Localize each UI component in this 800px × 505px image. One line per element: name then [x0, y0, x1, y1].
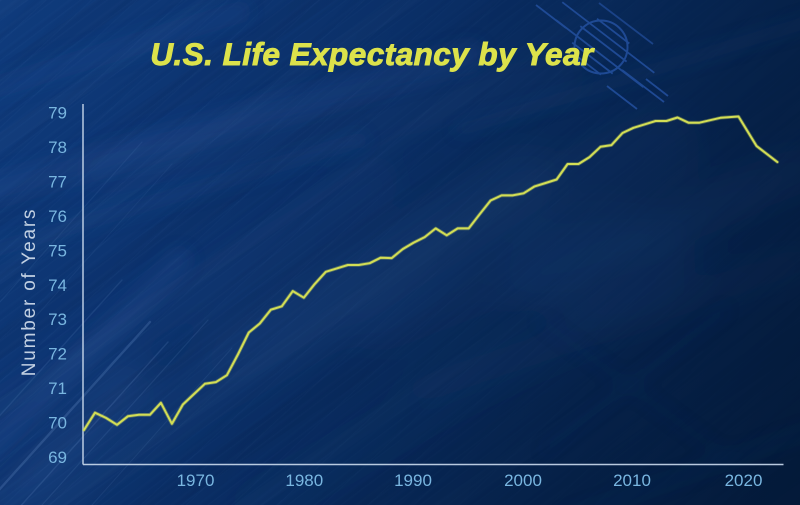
svg-text:Number of Years: Number of Years — [19, 208, 40, 377]
svg-text:2010: 2010 — [613, 471, 651, 490]
svg-text:75: 75 — [48, 241, 67, 260]
svg-text:1980: 1980 — [285, 471, 323, 490]
svg-text:79: 79 — [48, 104, 67, 123]
svg-text:70: 70 — [48, 414, 67, 433]
svg-text:2000: 2000 — [504, 471, 542, 490]
svg-text:78: 78 — [48, 138, 67, 157]
svg-text:73: 73 — [48, 310, 67, 329]
svg-text:71: 71 — [48, 379, 67, 398]
svg-text:U.S. Life Expectancy by Year: U.S. Life Expectancy by Year — [150, 36, 595, 72]
svg-text:69: 69 — [48, 448, 67, 467]
svg-text:72: 72 — [48, 345, 67, 364]
svg-text:74: 74 — [48, 276, 67, 295]
svg-text:1970: 1970 — [177, 471, 215, 490]
svg-text:2020: 2020 — [725, 471, 763, 490]
svg-text:1990: 1990 — [394, 471, 432, 490]
svg-text:76: 76 — [48, 207, 67, 226]
svg-text:77: 77 — [48, 172, 67, 191]
